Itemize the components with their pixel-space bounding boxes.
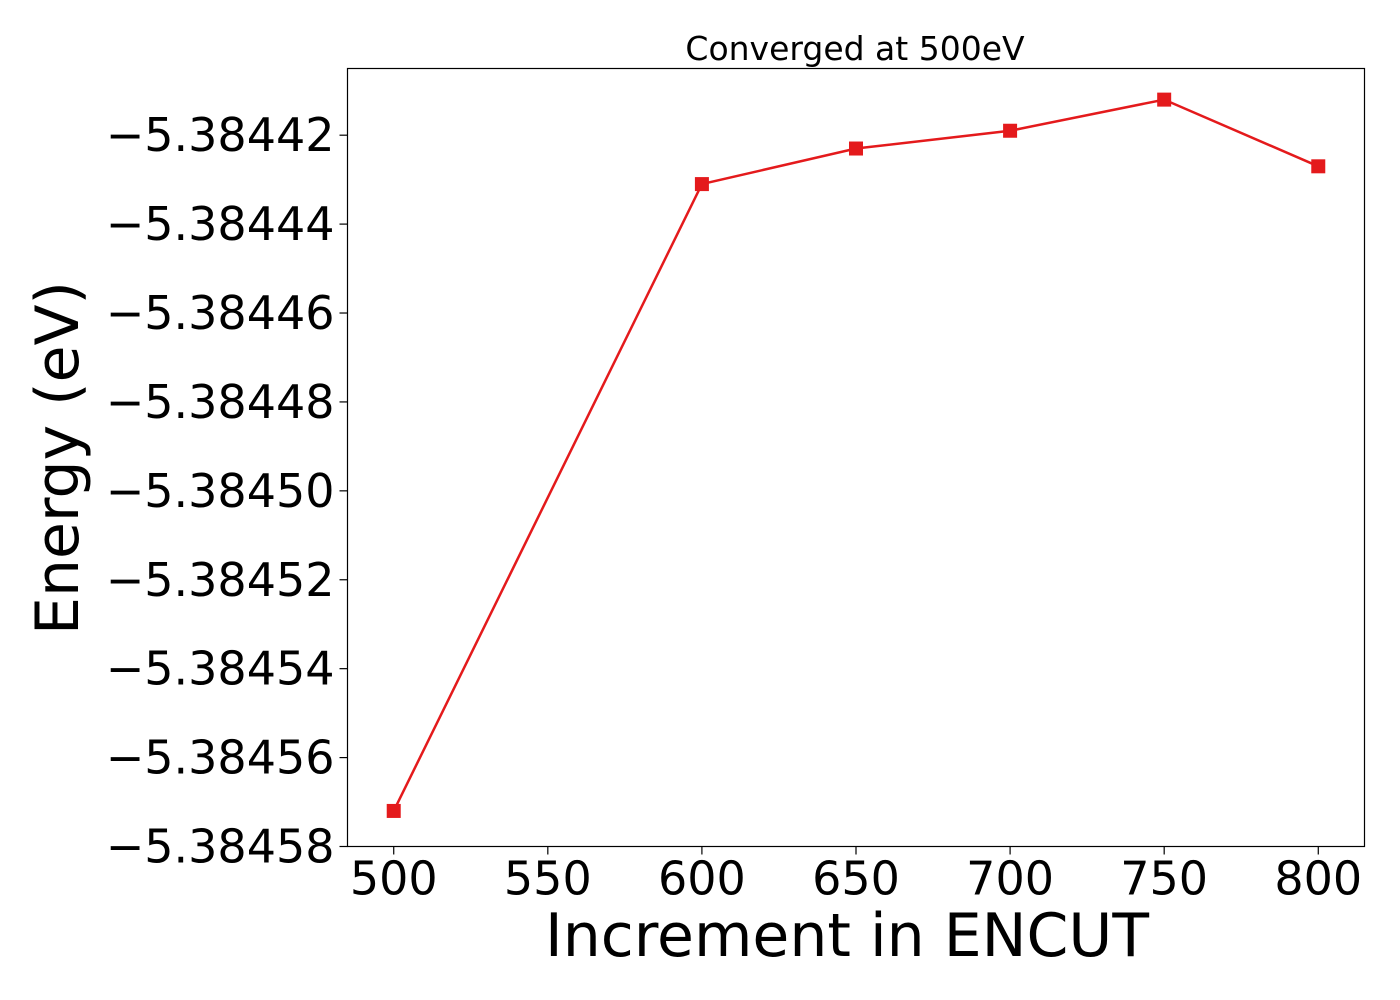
data-point-marker (1003, 123, 1018, 138)
y-tick-label: −5.38444 (106, 197, 335, 251)
data-point-marker (1157, 92, 1172, 107)
plot-frame (346, 67, 1366, 848)
y-tick-label: −5.38452 (106, 553, 335, 607)
y-tick-label: −5.38442 (106, 108, 335, 162)
x-tick-label: 700 (966, 852, 1054, 906)
data-point-marker (1311, 159, 1326, 174)
x-axis: 500 550 600 650 700 750 800 (350, 846, 1362, 906)
y-tick-label: −5.38450 (106, 464, 335, 518)
x-tick-label: 650 (812, 852, 900, 906)
x-tick-label: 750 (1120, 852, 1208, 906)
x-tick-label: 500 (350, 852, 438, 906)
x-tick-label: 800 (1274, 852, 1362, 906)
x-axis-label: Increment in ENCUT (545, 901, 1149, 971)
data-point-marker (849, 141, 863, 156)
y-axis-label: Energy (eV) (23, 281, 93, 635)
y-tick-label: −5.38458 (106, 820, 335, 874)
y-tick-label: −5.38448 (106, 375, 335, 429)
y-axis: −5.38442 −5.38444 −5.38446 −5.38448 −5.38450… (106, 108, 348, 874)
data-point-marker (386, 803, 401, 818)
series-layer (386, 92, 1326, 818)
y-tick-label: −5.38446 (106, 286, 335, 340)
series-line (392, 98, 1319, 812)
chart-title: Converged at 500eV (685, 29, 1025, 68)
data-point-marker (694, 177, 709, 192)
y-tick-label: −5.38454 (106, 642, 335, 696)
y-tick-label: −5.38456 (106, 731, 335, 785)
x-tick-label: 550 (504, 852, 592, 906)
x-tick-label: 600 (658, 852, 746, 906)
